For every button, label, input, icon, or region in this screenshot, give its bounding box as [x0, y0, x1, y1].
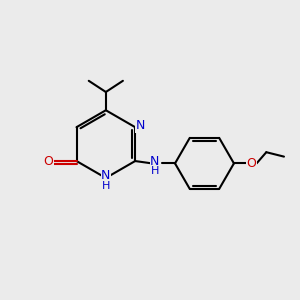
Text: H: H	[151, 166, 159, 176]
Text: O: O	[247, 157, 256, 170]
Text: N: N	[150, 155, 160, 168]
Text: N: N	[101, 169, 110, 182]
Text: O: O	[44, 154, 53, 167]
Text: H: H	[102, 181, 110, 191]
Text: N: N	[136, 119, 145, 132]
